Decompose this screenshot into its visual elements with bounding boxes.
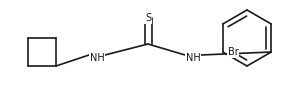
Text: NH: NH	[186, 53, 201, 63]
Text: NH: NH	[90, 53, 104, 63]
Text: S: S	[145, 13, 151, 23]
Text: Br: Br	[228, 47, 238, 57]
